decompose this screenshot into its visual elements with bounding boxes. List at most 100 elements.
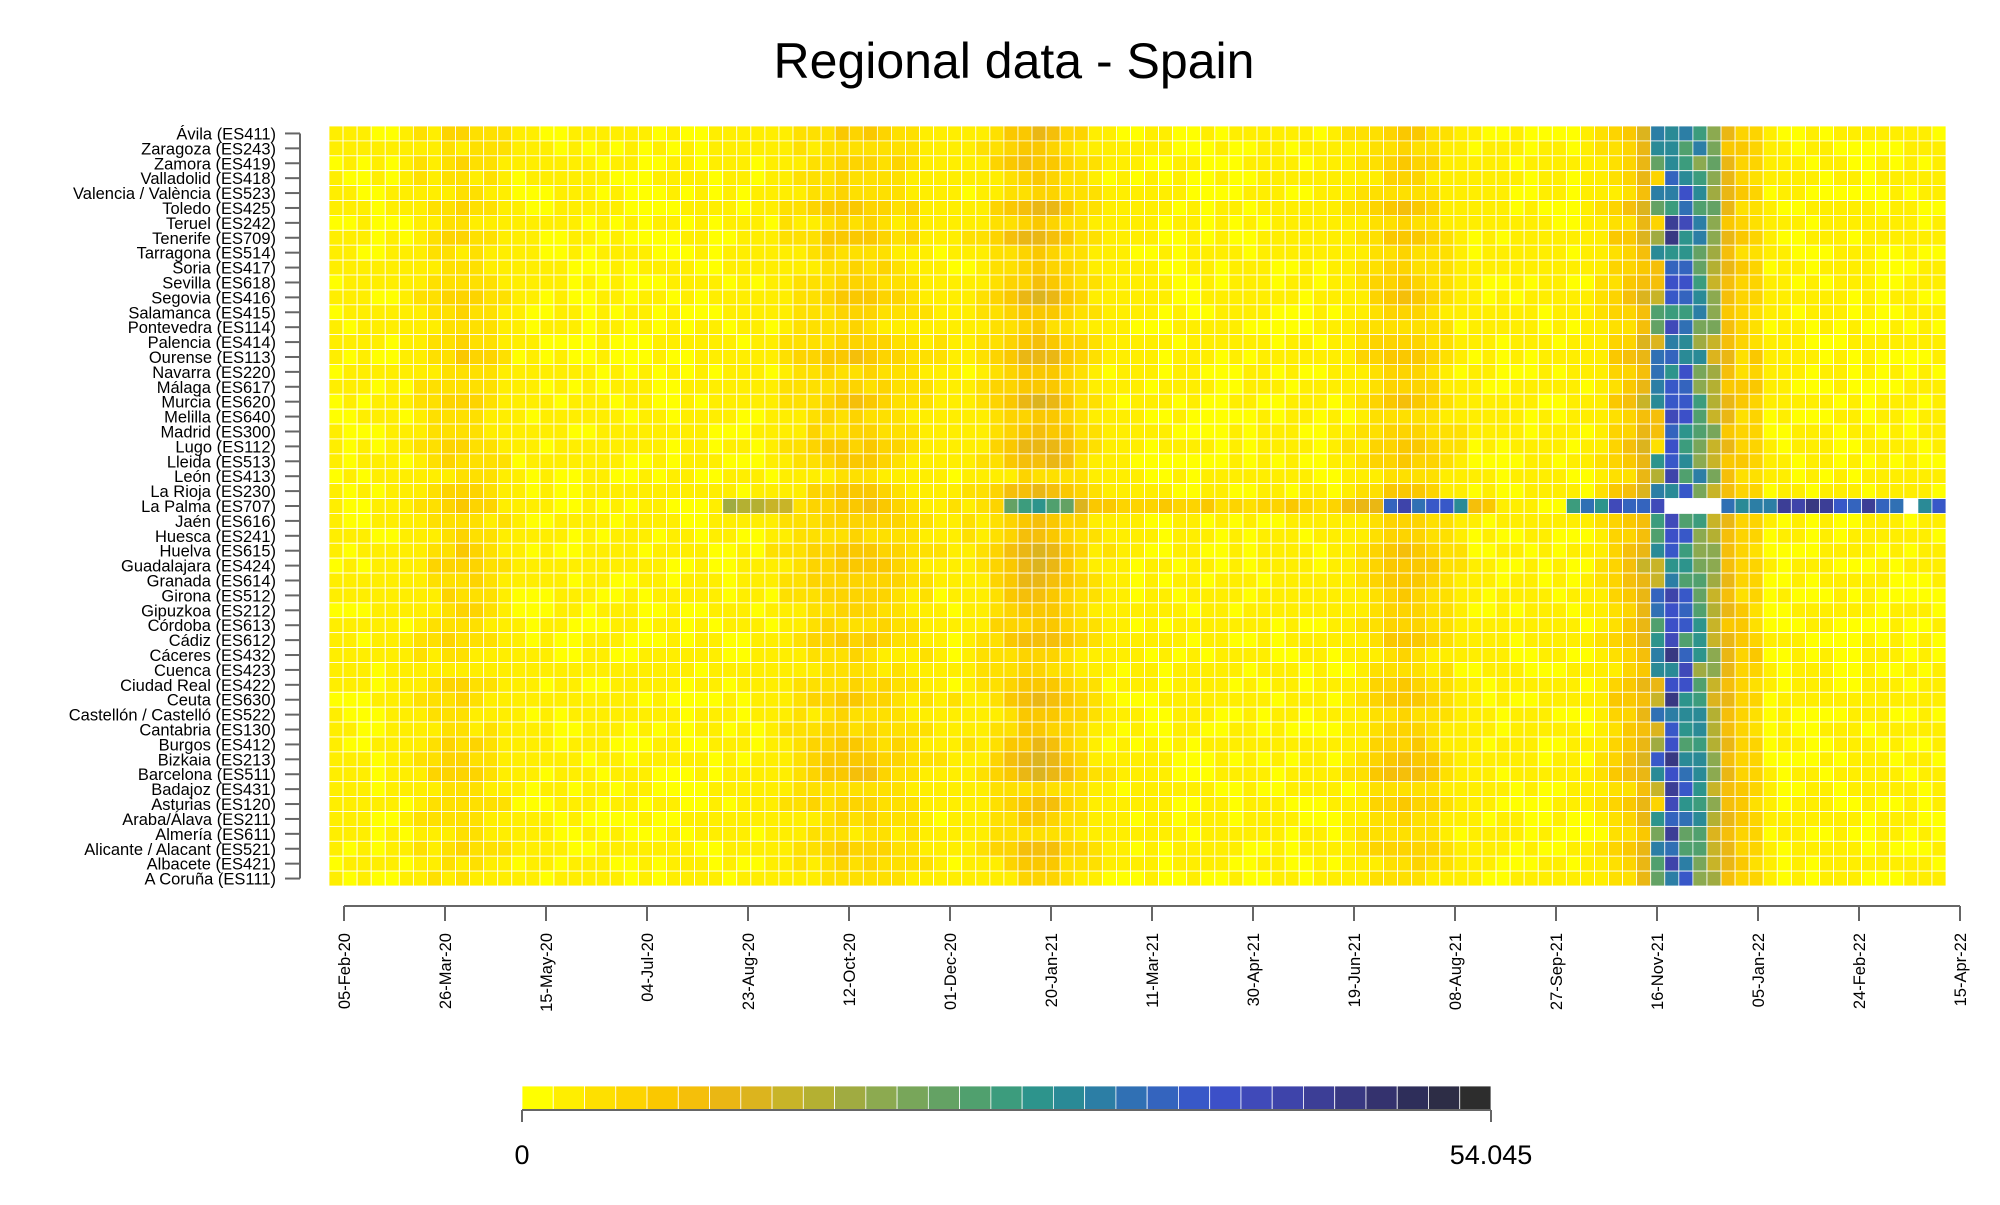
heatmap-cell <box>441 290 455 305</box>
heatmap-cell <box>948 126 962 141</box>
heatmap-cell <box>357 186 371 201</box>
heatmap-cell <box>1932 305 1946 320</box>
heatmap-cell <box>1257 528 1271 543</box>
heatmap-cell <box>1637 618 1651 633</box>
heatmap-cell <box>343 588 357 603</box>
heatmap-cell <box>1510 513 1524 528</box>
heatmap-cell <box>948 633 962 648</box>
heatmap-cell <box>765 260 779 275</box>
heatmap-cell <box>1313 260 1327 275</box>
heatmap-cell <box>1102 633 1116 648</box>
heatmap-cell <box>1721 141 1735 156</box>
heatmap-cell <box>765 662 779 677</box>
heatmap-cell <box>624 215 638 230</box>
heatmap-cell <box>779 364 793 379</box>
heatmap-cell <box>1074 260 1088 275</box>
heatmap-cell <box>962 633 976 648</box>
heatmap-cell <box>849 260 863 275</box>
heatmap-cell <box>793 186 807 201</box>
heatmap-cell <box>1623 126 1637 141</box>
heatmap-cell <box>1721 558 1735 573</box>
heatmap-cell <box>1355 737 1369 752</box>
heatmap-cell <box>1398 499 1412 514</box>
heatmap-cell <box>1679 320 1693 335</box>
heatmap-cell <box>1468 320 1482 335</box>
heatmap-cell <box>1524 290 1538 305</box>
heatmap-cell <box>1482 320 1496 335</box>
heatmap-cell <box>1819 662 1833 677</box>
heatmap-cell <box>681 603 695 618</box>
heatmap-cell <box>920 573 934 588</box>
heatmap-cell <box>540 424 554 439</box>
heatmap-cell <box>413 335 427 350</box>
heatmap-cell <box>399 141 413 156</box>
heatmap-cell <box>920 603 934 618</box>
heatmap-cell <box>1819 409 1833 424</box>
heatmap-cell <box>385 484 399 499</box>
heatmap-cell <box>343 722 357 737</box>
heatmap-cell <box>1116 394 1130 409</box>
heatmap-cell <box>1679 543 1693 558</box>
heatmap-cell <box>1679 648 1693 663</box>
heatmap-cell <box>681 379 695 394</box>
heatmap-cell <box>1594 707 1608 722</box>
heatmap-cell <box>737 305 751 320</box>
heatmap-cell <box>1566 171 1580 186</box>
heatmap-cell <box>1482 156 1496 171</box>
heatmap-cell <box>877 737 891 752</box>
heatmap-cell <box>329 752 343 767</box>
heatmap-cell <box>835 633 849 648</box>
heatmap-cell <box>1102 662 1116 677</box>
heatmap-cell <box>1440 633 1454 648</box>
heatmap-cell <box>512 588 526 603</box>
heatmap-cell <box>1482 350 1496 365</box>
heatmap-cell <box>1876 633 1890 648</box>
heatmap-cell <box>1454 662 1468 677</box>
heatmap-cell <box>371 186 385 201</box>
heatmap-cell <box>1173 677 1187 692</box>
heatmap-cell <box>456 171 470 186</box>
heatmap-cell <box>891 737 905 752</box>
heatmap-cell <box>821 275 835 290</box>
heatmap-cell <box>427 230 441 245</box>
heatmap-cell <box>1187 707 1201 722</box>
heatmap-cell <box>441 662 455 677</box>
heatmap-cell <box>1370 588 1384 603</box>
heatmap-cell <box>1594 171 1608 186</box>
heatmap-cell <box>1454 633 1468 648</box>
heatmap-cell <box>1215 573 1229 588</box>
heatmap-cell <box>1060 454 1074 469</box>
heatmap-cell <box>1454 499 1468 514</box>
heatmap-cell <box>1805 320 1819 335</box>
heatmap-cell <box>610 409 624 424</box>
heatmap-cell <box>498 424 512 439</box>
heatmap-cell <box>371 379 385 394</box>
heatmap-cell <box>779 737 793 752</box>
heatmap-cell <box>779 484 793 499</box>
heatmap-cell <box>849 692 863 707</box>
heatmap-cell <box>1004 230 1018 245</box>
heatmap-cell <box>1004 186 1018 201</box>
heatmap-cell <box>652 350 666 365</box>
heatmap-cell <box>1159 469 1173 484</box>
heatmap-cell <box>427 335 441 350</box>
heatmap-cell <box>863 201 877 216</box>
heatmap-cell <box>1763 230 1777 245</box>
heatmap-cell <box>1398 513 1412 528</box>
heatmap-cell <box>1609 454 1623 469</box>
heatmap-cell <box>638 215 652 230</box>
heatmap-cell <box>1074 201 1088 216</box>
heatmap-cell <box>1285 350 1299 365</box>
heatmap-cell <box>1271 499 1285 514</box>
heatmap-cell <box>1594 573 1608 588</box>
heatmap-cell <box>1116 275 1130 290</box>
heatmap-cell <box>821 752 835 767</box>
heatmap-cell <box>329 633 343 648</box>
heatmap-cell <box>1313 618 1327 633</box>
heatmap-cell <box>413 484 427 499</box>
heatmap-cell <box>1088 364 1102 379</box>
heatmap-cell <box>1749 543 1763 558</box>
heatmap-cell <box>484 588 498 603</box>
heatmap-cell <box>709 454 723 469</box>
heatmap-cell <box>906 335 920 350</box>
